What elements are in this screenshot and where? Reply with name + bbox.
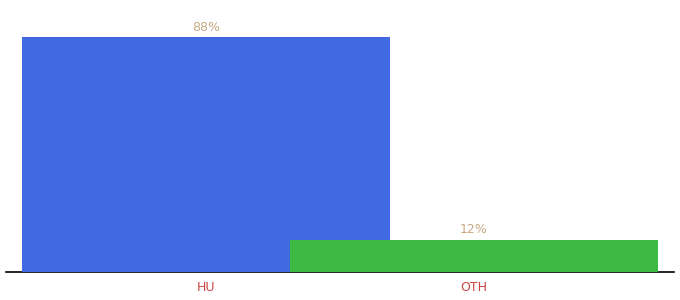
Bar <box>290 240 658 272</box>
Text: 12%: 12% <box>460 223 488 236</box>
Bar <box>22 38 390 272</box>
Text: 88%: 88% <box>192 20 220 34</box>
